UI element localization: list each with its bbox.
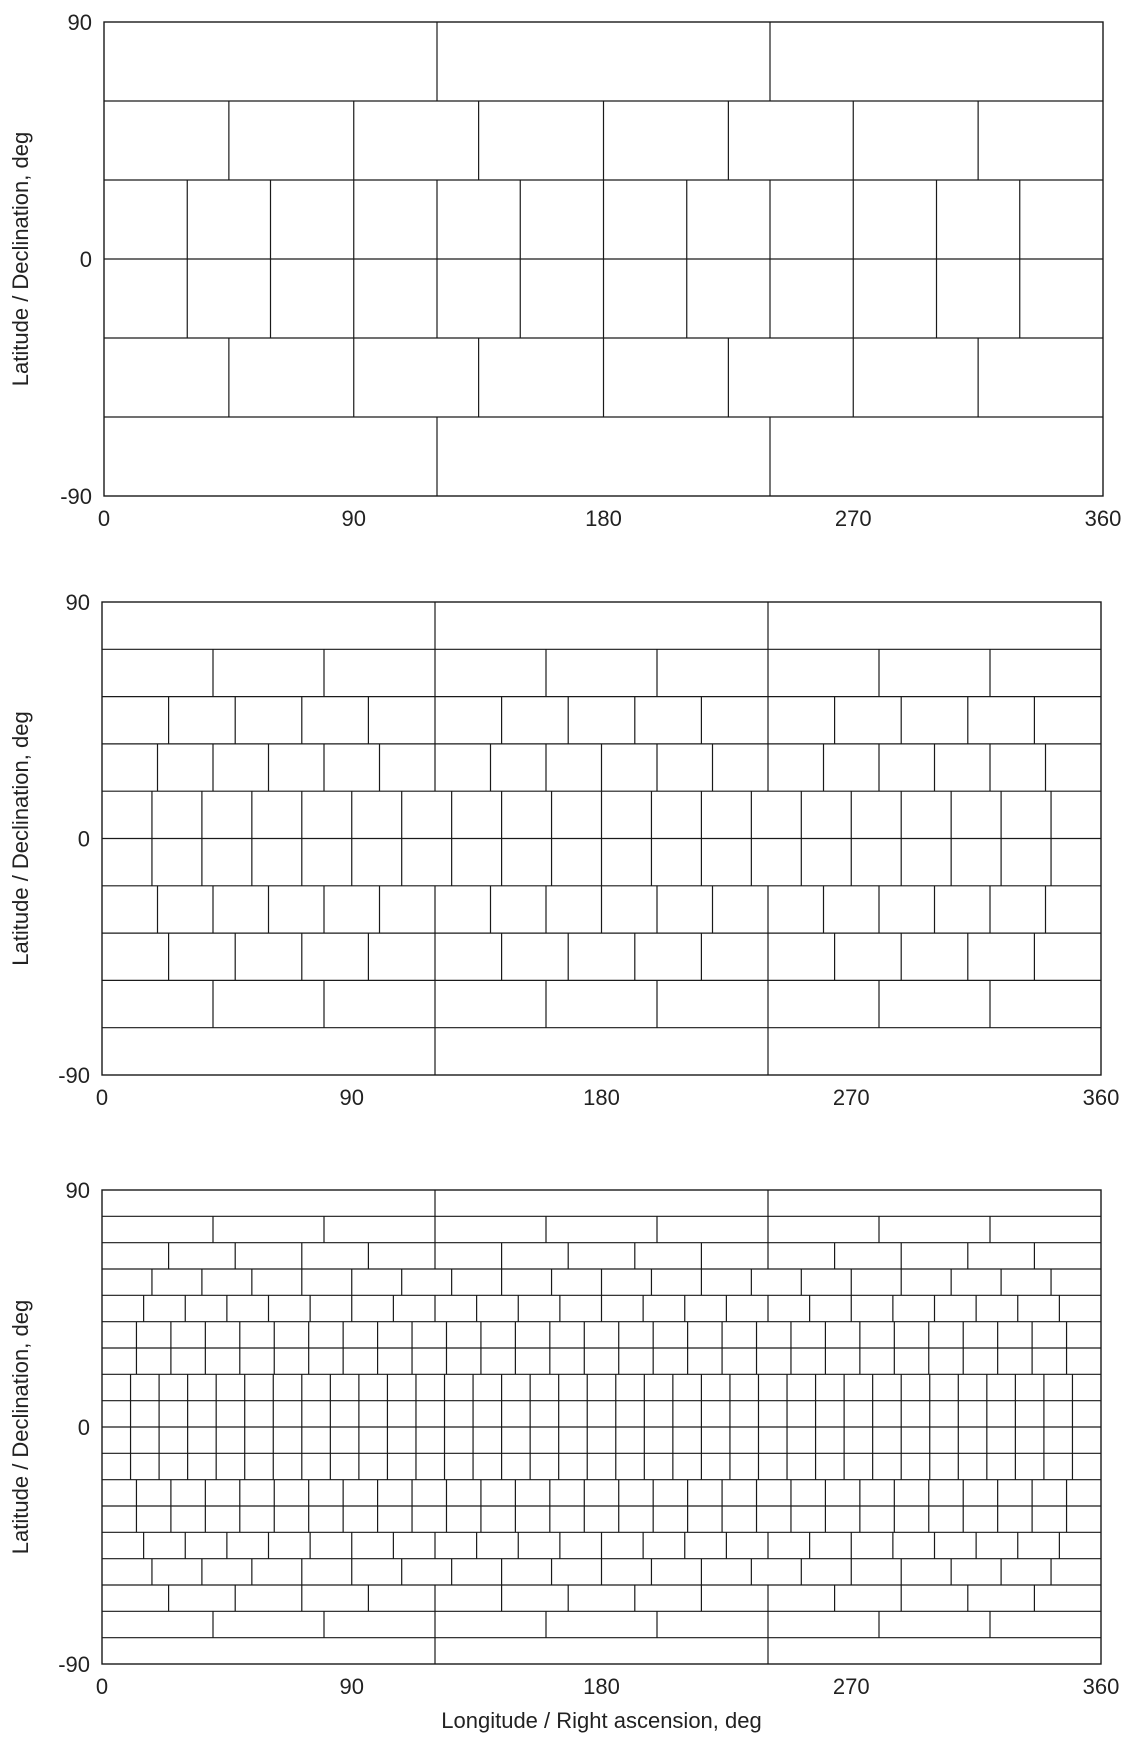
y-tick-label: 0 [78, 827, 90, 852]
y-tick-label: 0 [78, 1415, 90, 1440]
x-tick-label: 90 [340, 1085, 364, 1110]
x-tick-label: 90 [342, 506, 366, 531]
x-tick-label: 180 [585, 506, 622, 531]
x-tick-label: 90 [340, 1674, 364, 1699]
x-tick-label: 180 [583, 1085, 620, 1110]
plot-frame [101, 1189, 1102, 1665]
y-tick-label: 90 [68, 10, 92, 35]
y-tick-label: 0 [80, 247, 92, 272]
x-tick-label: 270 [833, 1085, 870, 1110]
x-tick-label: 0 [96, 1674, 108, 1699]
x-tick-label: 270 [835, 506, 872, 531]
y-axis-label: Latitude / Declination, deg [8, 711, 33, 965]
y-axis-label: Latitude / Declination, deg [8, 132, 33, 386]
y-tick-label: -90 [58, 1063, 90, 1088]
x-tick-label: 0 [96, 1085, 108, 1110]
y-tick-label: -90 [60, 484, 92, 509]
x-axis-label: Longitude / Right ascension, deg [441, 1708, 761, 1733]
x-tick-label: 360 [1083, 1674, 1120, 1699]
y-axis-label: Latitude / Declination, deg [8, 1300, 33, 1554]
x-tick-label: 270 [833, 1674, 870, 1699]
plot-frame [103, 21, 1104, 497]
plot-frame [101, 601, 1102, 1076]
x-tick-label: 180 [583, 1674, 620, 1699]
x-tick-label: 0 [98, 506, 110, 531]
x-tick-label: 360 [1085, 506, 1122, 531]
y-tick-label: 90 [66, 1178, 90, 1203]
y-tick-label: 90 [66, 590, 90, 615]
x-tick-label: 360 [1083, 1085, 1120, 1110]
y-tick-label: -90 [58, 1652, 90, 1677]
